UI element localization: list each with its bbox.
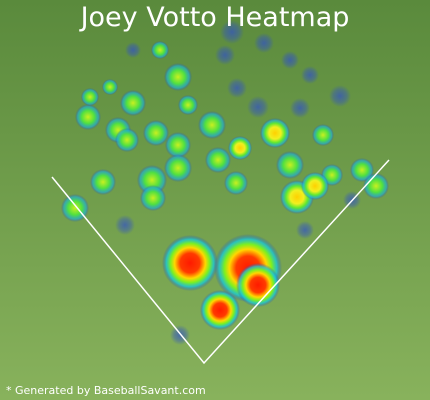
footer: * Generated by BaseballSavant.com	[6, 384, 206, 397]
title: Joey Votto Heatmap	[79, 2, 350, 33]
heat-spots	[61, 20, 389, 345]
foul-lines	[51, 159, 390, 365]
